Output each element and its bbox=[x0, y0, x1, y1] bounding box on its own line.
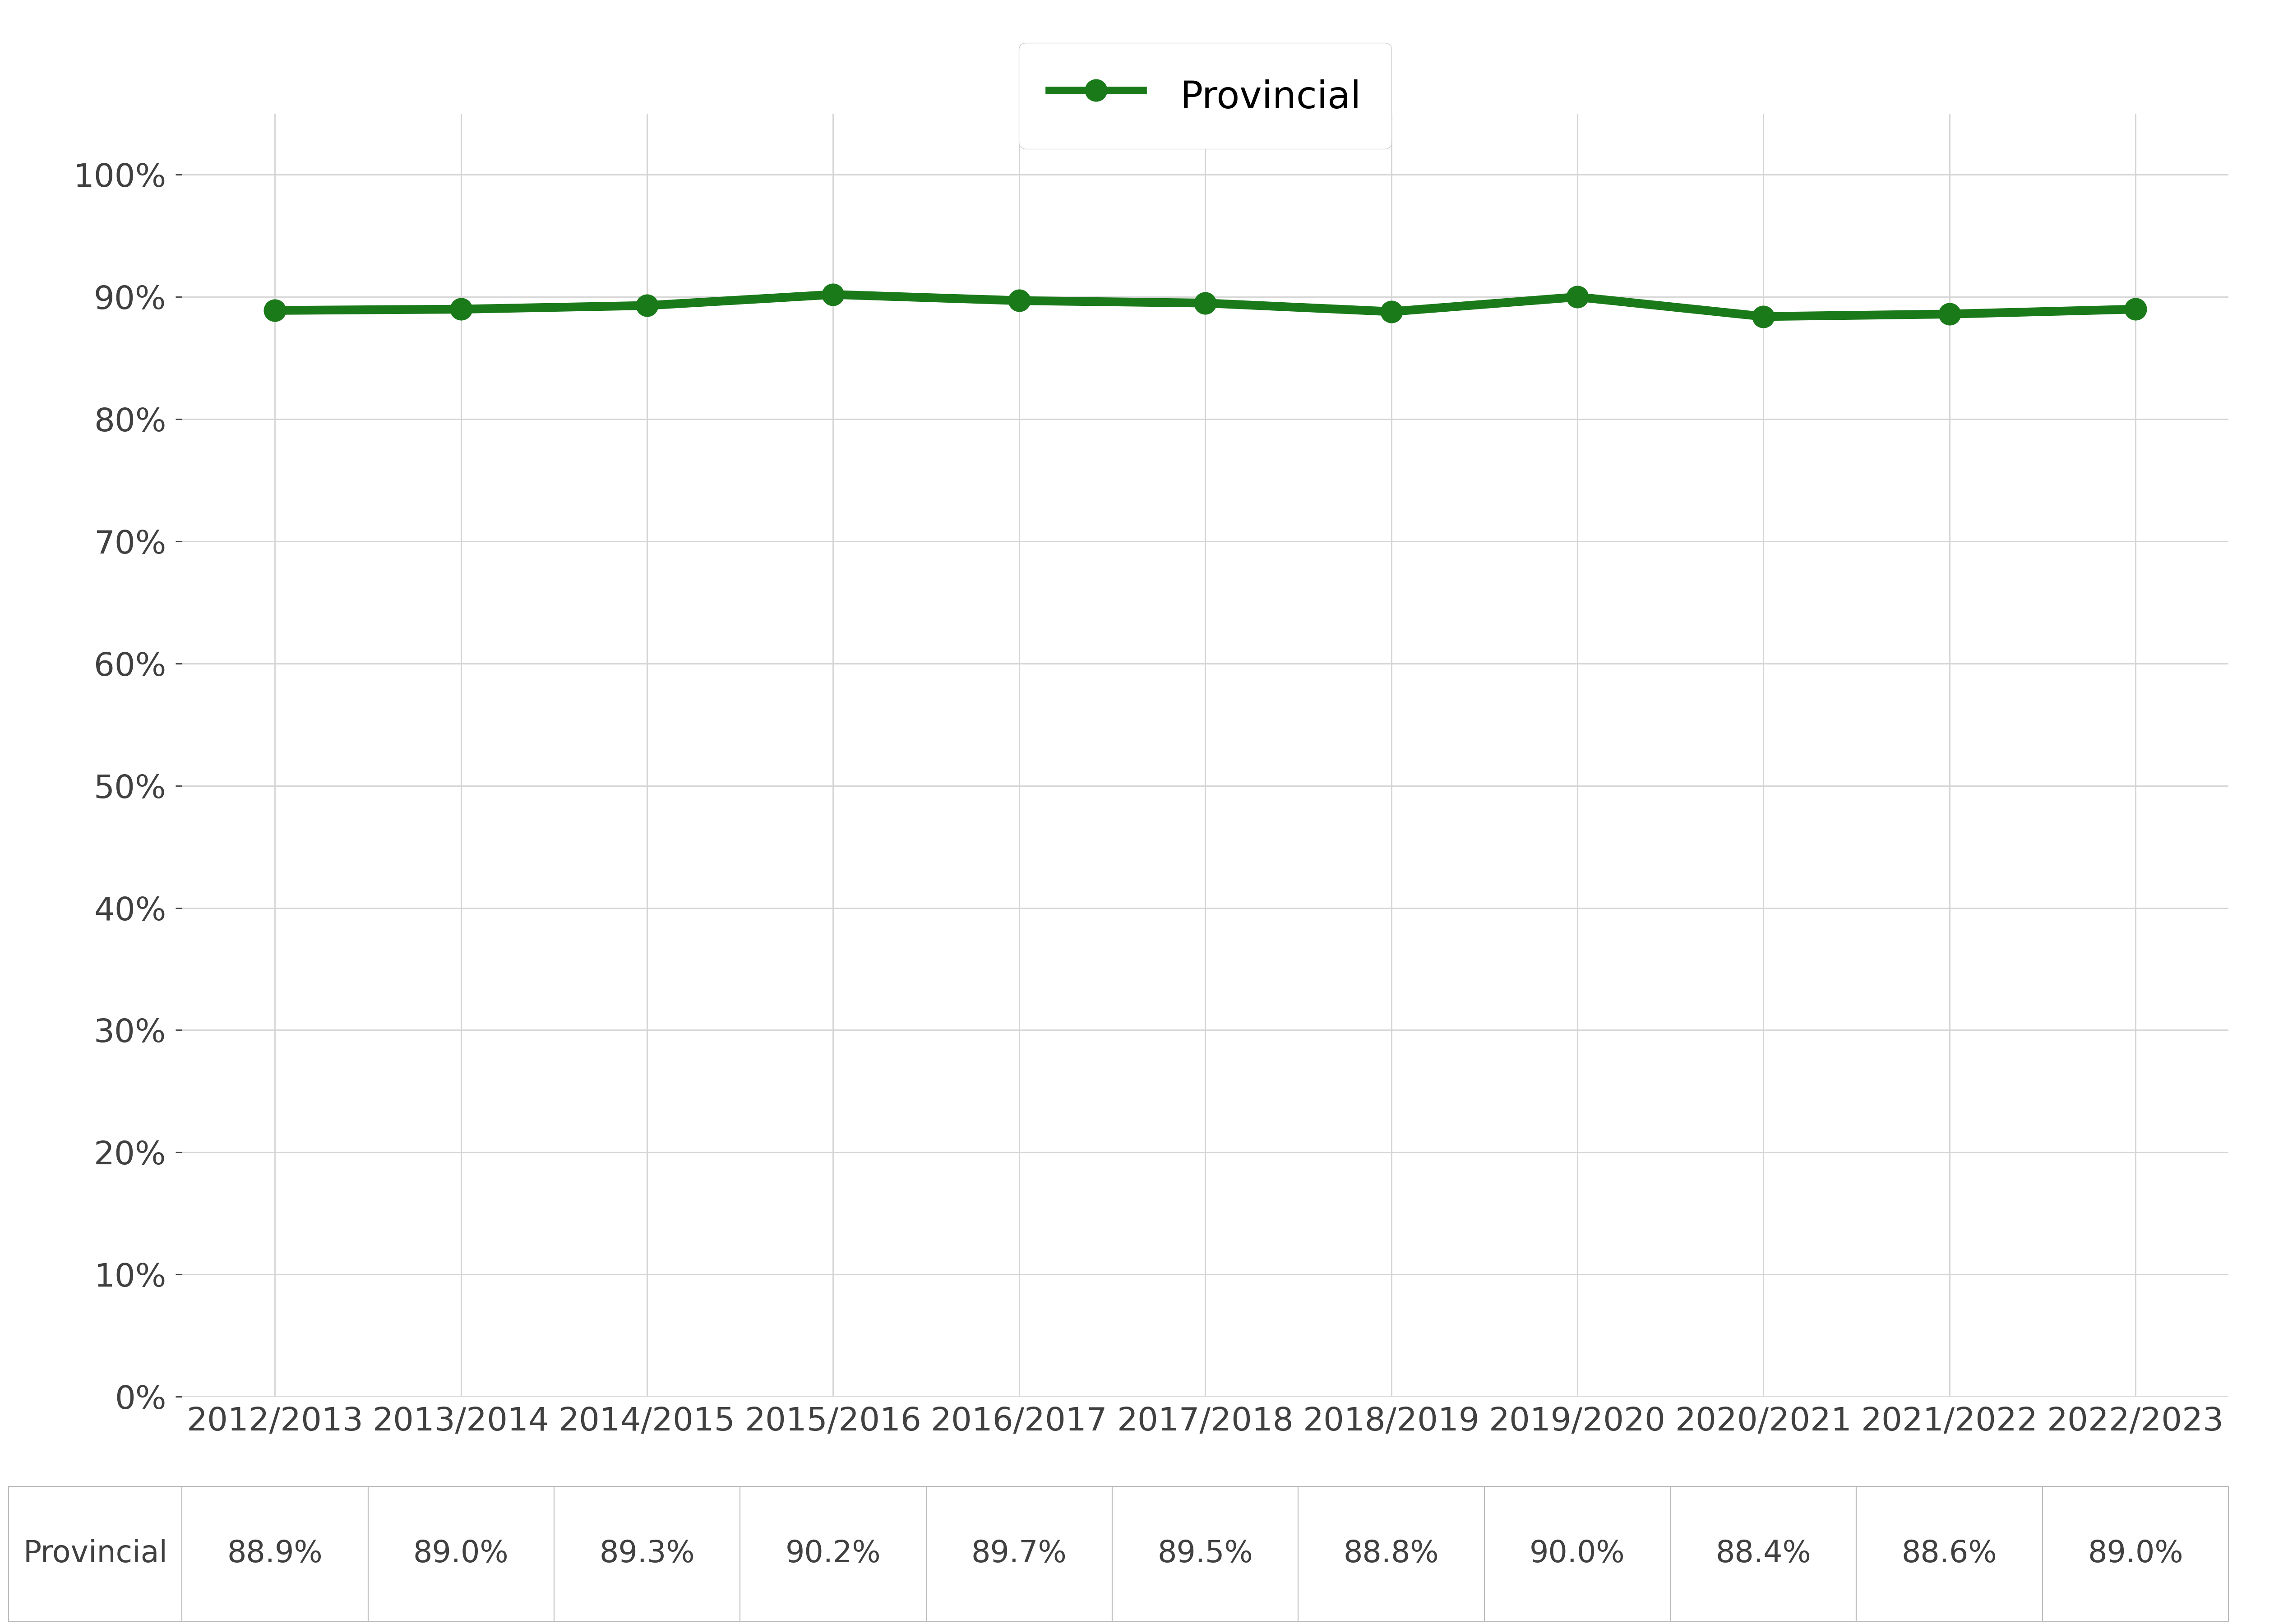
Provincial bbox=[634, 296, 662, 315]
Provincial bbox=[1378, 302, 1405, 322]
Provincial bbox=[262, 300, 289, 320]
Provincial bbox=[2122, 299, 2149, 318]
Provincial bbox=[1935, 304, 1962, 323]
Provincial bbox=[1192, 294, 1219, 313]
Provincial bbox=[448, 299, 475, 318]
Provincial bbox=[819, 284, 846, 304]
Provincial bbox=[1565, 287, 1592, 307]
Provincial bbox=[1005, 291, 1032, 310]
Legend: Provincial: Provincial bbox=[1019, 42, 1392, 149]
Line: Provincial: Provincial bbox=[264, 284, 2147, 328]
Provincial bbox=[1749, 307, 1776, 326]
